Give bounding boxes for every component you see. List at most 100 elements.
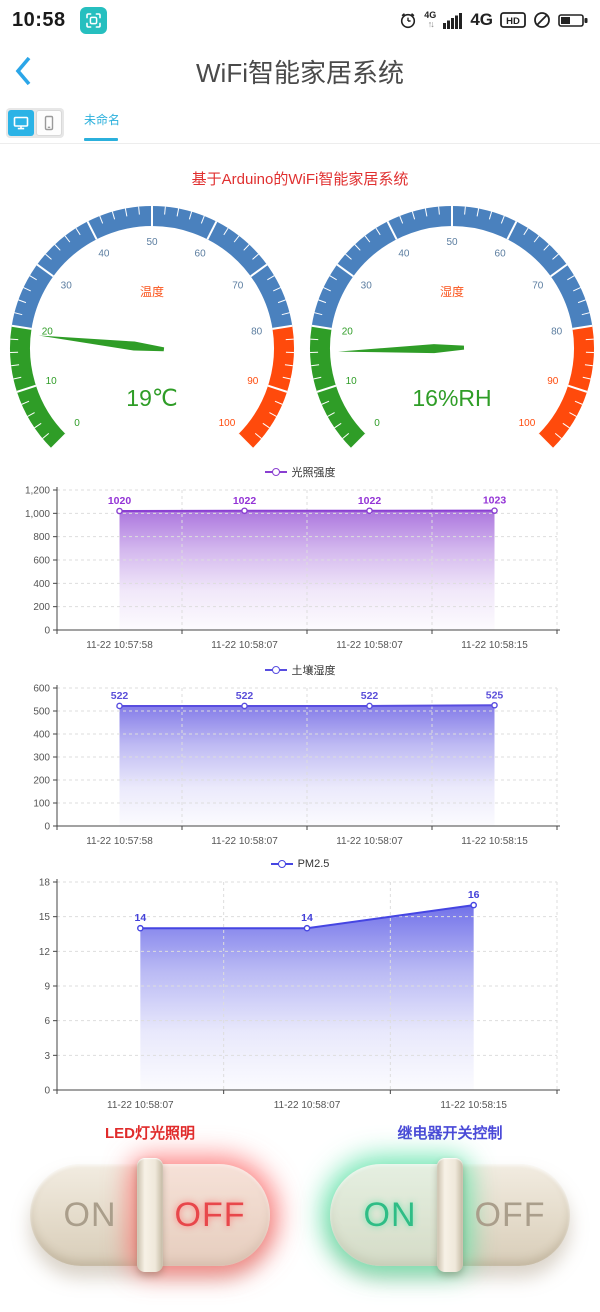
- svg-text:30: 30: [61, 281, 73, 292]
- svg-text:11-22 10:58:15: 11-22 10:58:15: [440, 1100, 507, 1111]
- svg-text:400: 400: [33, 730, 50, 741]
- svg-text:16%RH: 16%RH: [412, 385, 491, 411]
- svg-text:20: 20: [42, 326, 54, 337]
- legend-marker-icon: [264, 666, 287, 674]
- svg-text:50: 50: [146, 237, 158, 248]
- chart-legend[interactable]: 光照强度: [0, 462, 600, 482]
- pm25-chart: 0 3 6 9 12 15 18 14 14 16 11-22 10:58:07 11-22 10:5…: [0, 874, 600, 1114]
- svg-text:600: 600: [33, 684, 50, 695]
- svg-text:30: 30: [361, 281, 373, 292]
- monitor-view-button[interactable]: [8, 110, 34, 136]
- soil-moisture-chart: 0 100 200 300 400 500 600 522 522 522 525 11-22 10:…: [0, 680, 600, 850]
- svg-text:19℃: 19℃: [126, 385, 177, 411]
- view-mode-switcher: [6, 108, 64, 138]
- svg-text:11-22 10:58:07: 11-22 10:58:07: [336, 836, 403, 847]
- soil-moisture-chart-section: 土壤湿度 0 100 200 300 400 500 600 522 522 522 525 11-2…: [0, 660, 600, 850]
- svg-text:522: 522: [361, 690, 379, 702]
- svg-text:600: 600: [33, 556, 50, 567]
- area-fill: [140, 905, 474, 1090]
- svg-text:11-22 10:58:07: 11-22 10:58:07: [107, 1100, 174, 1111]
- led-switch[interactable]: ON OFF: [30, 1158, 270, 1272]
- svg-text:100: 100: [219, 418, 236, 429]
- svg-text:11-22 10:58:07: 11-22 10:58:07: [274, 1100, 341, 1111]
- chart-canvas: 0 3 6 9 12 15 18 14 14 16 11-22 10:58:07 11-22 10:5…: [39, 878, 560, 1111]
- led-off-button[interactable]: OFF: [174, 1195, 246, 1234]
- svg-text:11-22 10:58:07: 11-22 10:58:07: [336, 640, 403, 651]
- svg-text:60: 60: [495, 249, 507, 260]
- svg-text:0: 0: [74, 418, 80, 429]
- svg-text:50: 50: [446, 237, 458, 248]
- monitor-icon: [13, 116, 29, 130]
- do-not-disturb-icon: [534, 12, 550, 28]
- svg-text:60: 60: [195, 249, 207, 260]
- svg-text:1020: 1020: [108, 495, 132, 507]
- chart-legend[interactable]: 土壤湿度: [0, 660, 600, 680]
- status-icons: 4G ↑↓ 4G HD: [399, 10, 588, 30]
- legend-marker-icon: [264, 468, 287, 476]
- svg-text:80: 80: [551, 326, 563, 337]
- chart-canvas: 0 200 400 600 800 1,000 1,200 1020 1022 1022 1023 1…: [25, 486, 560, 651]
- relay-off-button[interactable]: OFF: [474, 1195, 546, 1234]
- alarm-clock-icon: [401, 13, 416, 29]
- legend-label: 光照强度: [291, 467, 336, 479]
- pm25-chart-section: PM2.5 0 3 6 9 12 15 18 14 14 16 11-22 10:58:07 11-2…: [0, 854, 600, 1114]
- relay-switch[interactable]: ON OFF: [330, 1158, 570, 1272]
- humidity-gauge: 0 10 20 30 40 50 60 70 80 90 100 湿度 16%RH: [310, 206, 594, 450]
- svg-text:6: 6: [44, 1016, 50, 1027]
- relay-on-button[interactable]: ON: [363, 1195, 417, 1234]
- chevron-left-icon: [15, 56, 31, 86]
- svg-text:1023: 1023: [483, 495, 507, 507]
- system-title: 基于Arduino的WiFi智能家居系统: [191, 171, 409, 188]
- svg-text:16: 16: [468, 889, 480, 901]
- svg-text:1022: 1022: [233, 495, 257, 507]
- svg-text:90: 90: [547, 376, 559, 387]
- svg-text:9: 9: [44, 982, 50, 993]
- switch-row: LED灯光照明 ON OFF 继电器开关控制 ON OFF: [0, 1122, 600, 1272]
- svg-text:1,000: 1,000: [25, 509, 50, 520]
- page-header: WiFi智能家居系统: [0, 40, 600, 102]
- svg-text:11-22 10:57:58: 11-22 10:57:58: [86, 836, 153, 847]
- svg-text:3: 3: [44, 1051, 50, 1062]
- svg-text:522: 522: [111, 690, 129, 702]
- screen-capture-icon: [79, 6, 107, 34]
- svg-text:70: 70: [232, 281, 244, 292]
- device-tab-bar: 未命名: [0, 102, 600, 144]
- svg-text:0: 0: [44, 1086, 50, 1097]
- svg-text:18: 18: [39, 878, 51, 889]
- viewfinder-icon: [85, 12, 101, 28]
- svg-text:200: 200: [33, 776, 50, 787]
- legend-label: PM2.5: [297, 858, 330, 870]
- tab-underline: [84, 138, 118, 141]
- svg-text:70: 70: [532, 281, 544, 292]
- svg-text:100: 100: [33, 799, 50, 810]
- svg-text:10: 10: [346, 376, 358, 387]
- hd-badge-icon: HD: [500, 12, 526, 28]
- svg-text:525: 525: [486, 689, 504, 701]
- chart-legend[interactable]: PM2.5: [0, 854, 600, 874]
- tab-unnamed[interactable]: 未命名: [84, 108, 120, 141]
- svg-text:HD: HD: [506, 16, 520, 27]
- svg-text:11-22 10:57:58: 11-22 10:57:58: [86, 640, 153, 651]
- temperature-gauge: 0 10 20 30 40 50 60 70 80 90 100 温度 19℃: [10, 206, 294, 450]
- svg-text:11-22 10:58:15: 11-22 10:58:15: [461, 836, 528, 847]
- back-button[interactable]: [12, 54, 42, 90]
- status-bar: 10:58 4G ↑↓: [0, 0, 600, 40]
- signal-bars-icon: [443, 12, 463, 29]
- svg-text:1,200: 1,200: [25, 486, 50, 497]
- tab-label: 未命名: [84, 113, 121, 127]
- svg-text:11-22 10:58:15: 11-22 10:58:15: [461, 640, 528, 651]
- svg-text:11-22 10:58:07: 11-22 10:58:07: [211, 836, 278, 847]
- switch-ridge: [437, 1158, 463, 1272]
- svg-text:14: 14: [301, 912, 313, 924]
- phone-icon: [44, 115, 54, 131]
- phone-view-button[interactable]: [36, 110, 62, 136]
- led-on-button[interactable]: ON: [63, 1195, 117, 1234]
- svg-text:400: 400: [33, 579, 50, 590]
- svg-text:300: 300: [33, 753, 50, 764]
- switch-ridge: [137, 1158, 163, 1272]
- svg-text:0: 0: [44, 822, 50, 833]
- svg-text:0: 0: [374, 418, 380, 429]
- svg-text:500: 500: [33, 707, 50, 718]
- battery-icon: [558, 13, 588, 27]
- svg-text:40: 40: [98, 249, 110, 260]
